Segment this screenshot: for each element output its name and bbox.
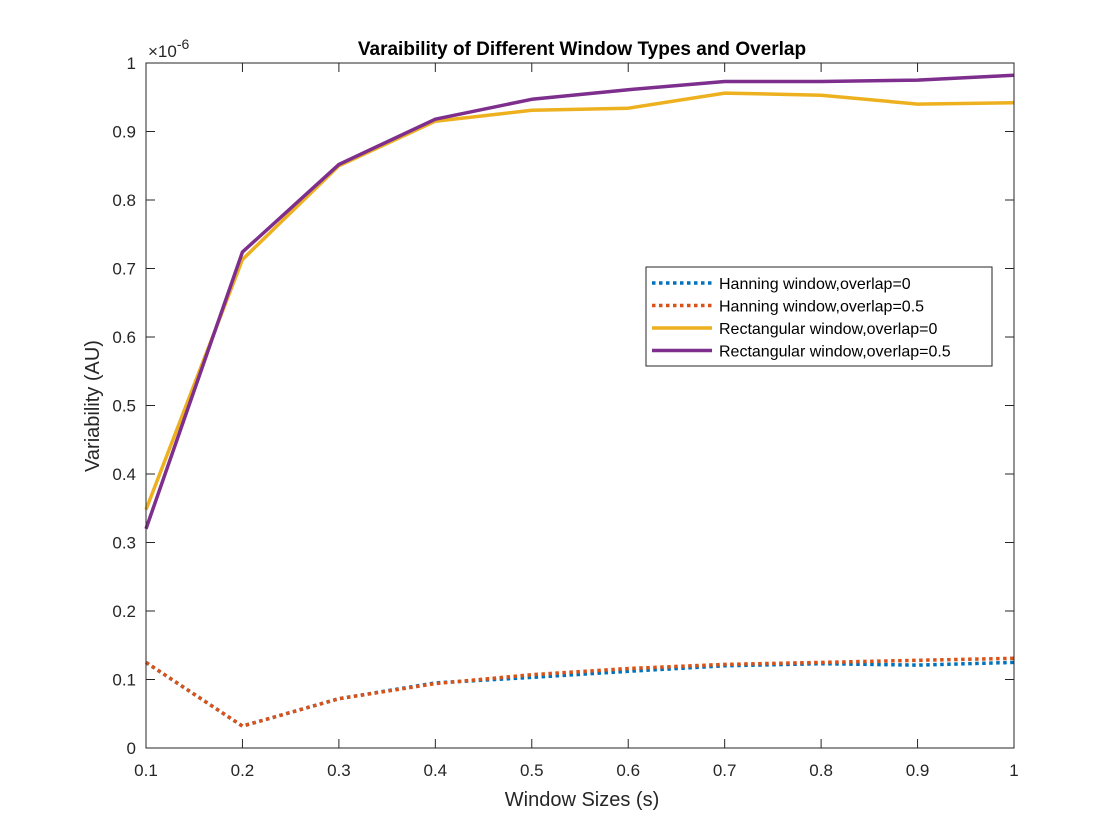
svg-text:×10-6: ×10-6 (148, 36, 190, 61)
x-tick-label: 0.4 (424, 761, 448, 780)
legend-label-2: Hanning window,overlap=0.5 (719, 299, 924, 316)
legend-label-4: Rectangular window,overlap=0.5 (719, 344, 951, 361)
y-tick-label: 0.5 (112, 397, 136, 416)
y-tick-label: 0.9 (112, 123, 136, 142)
x-tick-label: 0.5 (520, 761, 544, 780)
y-tick-label: 0.8 (112, 191, 136, 210)
plot-series (144, 73, 1015, 728)
y-tick-label: 0.1 (112, 671, 136, 690)
x-tick-label: 0.8 (809, 761, 833, 780)
axes (145, 62, 1015, 749)
x-tick-label: 0.7 (713, 761, 737, 780)
y-tick-label: 0.6 (112, 328, 136, 347)
y-exponent-power: -6 (177, 36, 190, 52)
x-tick-label: 1 (1009, 761, 1018, 780)
series-line-1 (145, 660, 1015, 728)
y-tick-label: 0.4 (112, 465, 136, 484)
x-tick-label: 0.3 (327, 761, 351, 780)
plot-area-frame (145, 62, 1015, 749)
x-tick-label: 0.6 (616, 761, 640, 780)
y-exponent-base: ×10 (148, 42, 177, 61)
series-line-2 (145, 656, 1015, 728)
y-tick-label: 0.7 (112, 260, 136, 279)
x-axis-ticks: 0.1 0.2 0.3 0.4 0.5 0.6 0.7 0.8 0.9 1 (134, 63, 1019, 780)
legend-label-1: Hanning window,overlap=0 (719, 276, 911, 293)
y-tick-label: 1 (127, 54, 136, 73)
x-axis-title: Window Sizes (s) (505, 789, 659, 811)
y-axis-ticks: 0 0.1 0.2 0.3 0.4 0.5 0.6 0.7 0.8 0.9 1 (112, 54, 1014, 758)
x-tick-label: 0.9 (906, 761, 930, 780)
series-line-4 (144, 73, 1015, 530)
legend: Hanning window,overlap=0 Hanning window,o… (645, 266, 993, 367)
x-tick-label: 0.1 (134, 761, 158, 780)
y-tick-label: 0.3 (112, 534, 136, 553)
y-axis-exponent: ×10-6 (148, 36, 190, 61)
chart-title: Varaibility of Different Window Types an… (358, 39, 806, 60)
legend-label-3: Rectangular window,overlap=0 (719, 321, 937, 338)
y-tick-label: 0 (127, 739, 136, 758)
y-tick-label: 0.2 (112, 602, 136, 621)
x-tick-label: 0.2 (231, 761, 255, 780)
y-axis-title: Variability (AU) (82, 340, 104, 472)
series-line-3 (144, 91, 1015, 511)
